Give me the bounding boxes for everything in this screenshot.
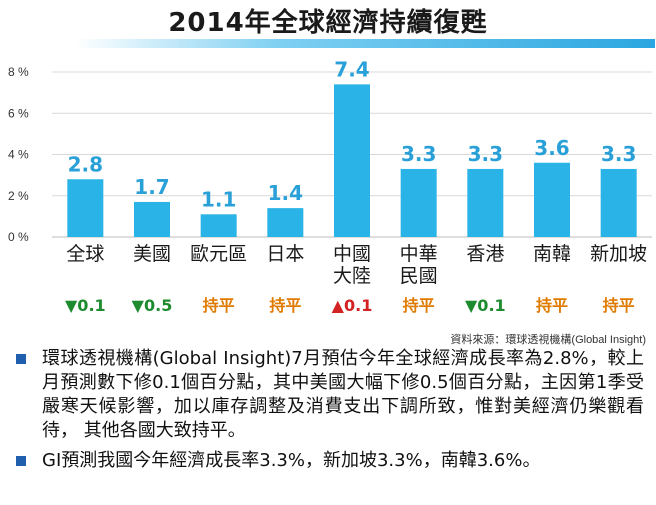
data-label: 1.4 — [268, 181, 303, 205]
x-tick-label: 南韓 — [533, 243, 571, 265]
y-tick-label: 4 % — [8, 148, 29, 162]
change-label: ▼0.1 — [465, 296, 506, 315]
y-tick-label: 2 % — [8, 189, 29, 203]
data-label: 3.3 — [468, 142, 503, 166]
bar-chart: 8 % 6 % 4 % 2 % 0 % 2.8 全球 ▼0.1 1.7 美國 ▼0.5 1.1 歐元區持… — [8, 57, 652, 315]
data-label: 3.6 — [534, 136, 569, 160]
data-label: 3.3 — [401, 142, 436, 166]
x-tick-label: 歐元區 — [190, 243, 247, 265]
note-item: GI預測我國今年經濟成長率3.3%，新加坡3.3%，南韓3.6%。 — [14, 449, 644, 473]
note-text: 環球透視機構(Global Insight)7月預估今年全球經濟成長率為2.8%… — [42, 348, 644, 441]
data-label: 1.7 — [134, 175, 169, 199]
change-label: 持平 — [536, 296, 568, 315]
note-item: 環球透視機構(Global Insight)7月預估今年全球經濟成長率為2.8%… — [14, 347, 644, 443]
change-label: 持平 — [203, 296, 235, 315]
data-label: 3.3 — [601, 142, 636, 166]
bar — [67, 179, 104, 237]
notes-list: 環球透視機構(Global Insight)7月預估今年全球經濟成長率為2.8%… — [14, 347, 644, 479]
x-tick-label: 全球 — [66, 243, 104, 265]
change-label: ▼0.1 — [65, 296, 106, 315]
note-text: GI預測我國今年經濟成長率3.3%，新加坡3.3%，南韓3.6%。 — [42, 450, 541, 471]
bar — [400, 168, 437, 237]
x-tick-label: 日本 — [266, 243, 304, 265]
bar — [600, 168, 637, 237]
change-label: 持平 — [269, 296, 301, 315]
x-tick-label: 香港 — [466, 243, 504, 265]
data-label: 7.4 — [334, 57, 369, 81]
chart-title: 2014年全球經濟持續復甦 — [168, 8, 488, 38]
change-label: 持平 — [403, 296, 435, 315]
source-note: 資料來源：環球透視機構(Global Insight) — [450, 334, 646, 346]
change-label: ▲0.1 — [332, 296, 373, 315]
x-tick-label: 中華 — [400, 243, 438, 265]
bar — [467, 168, 504, 237]
data-label: 2.8 — [68, 152, 103, 176]
data-label: 1.1 — [201, 187, 236, 211]
y-tick-label: 8 % — [8, 65, 29, 79]
x-tick-label: 大陸 — [333, 265, 371, 287]
x-tick-label: 中國 — [333, 243, 371, 265]
title-underline-bar — [75, 39, 655, 48]
change-label: 持平 — [603, 296, 635, 315]
y-tick-label: 0 % — [8, 230, 29, 244]
bar — [200, 214, 237, 237]
change-label: ▼0.5 — [132, 296, 173, 315]
bar — [267, 208, 304, 237]
x-tick-label: 美國 — [133, 243, 171, 265]
bullet-square-icon — [16, 354, 26, 364]
bar — [334, 84, 370, 237]
bar — [134, 201, 170, 237]
bar — [534, 162, 570, 237]
y-tick-label: 6 % — [8, 106, 29, 120]
x-tick-label: 新加坡 — [590, 243, 647, 265]
bullet-square-icon — [16, 456, 26, 466]
x-tick-label: 民國 — [400, 265, 438, 287]
